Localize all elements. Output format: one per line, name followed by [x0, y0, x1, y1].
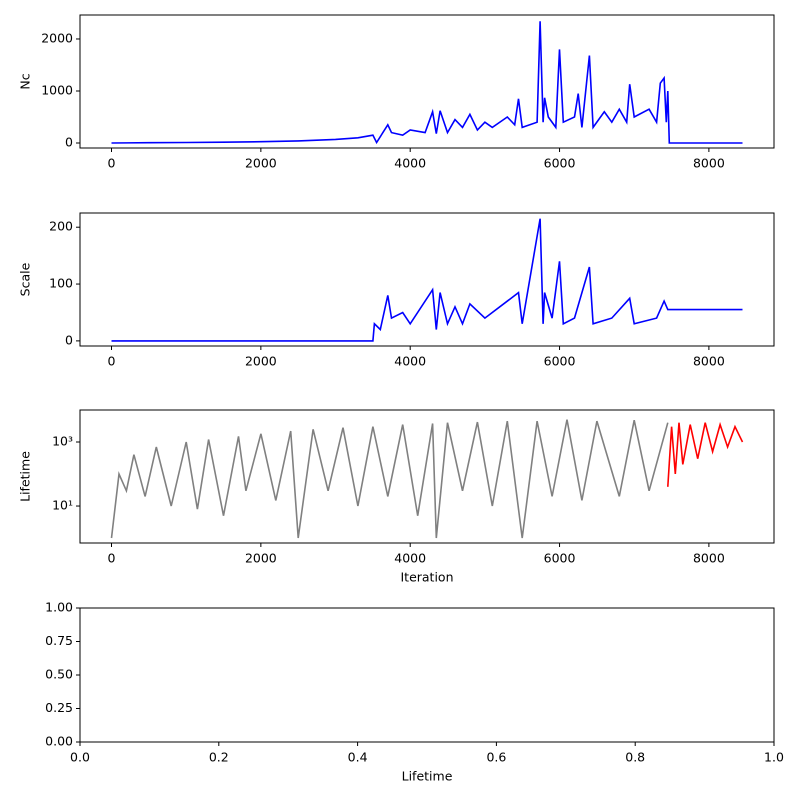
y-tick-label: 0.25	[45, 700, 73, 715]
x-tick-label: 4000	[394, 551, 426, 566]
panel: 0 2000 4000 6000 8000 0 100 200 Scale	[18, 212, 775, 369]
y-tick-label: 200	[49, 219, 73, 234]
x-tick-label: 4000	[394, 354, 426, 369]
x-tick-label: 0	[108, 551, 116, 566]
x-tick-label: 0.8	[625, 750, 645, 765]
y-axis-label: Nc	[18, 73, 33, 89]
y-axis-label: Scale	[18, 262, 33, 296]
x-tick-label: 0.6	[486, 750, 506, 765]
x-tick-label: 6000	[544, 354, 576, 369]
y-tick-label: 10¹	[52, 498, 73, 513]
y-tick-label: 100	[49, 276, 73, 291]
y-tick-label: 1.00	[45, 600, 73, 615]
x-tick-label: 8000	[693, 156, 725, 171]
x-tick-label: 0.0	[70, 750, 90, 765]
y-tick-label: 0.75	[45, 633, 73, 648]
x-tick-label: 0	[108, 354, 116, 369]
x-tick-label: 4000	[394, 156, 426, 171]
y-tick-label: 0	[65, 332, 73, 347]
x-tick-label: 2000	[245, 156, 277, 171]
x-tick-label: 0	[108, 156, 116, 171]
axes-frame	[79, 212, 775, 347]
y-tick-label: 10³	[52, 434, 73, 449]
x-tick-label: 8000	[693, 551, 725, 566]
x-axis-label: Iteration	[400, 570, 453, 585]
data-line	[111, 21, 743, 145]
axes-frame	[79, 14, 775, 149]
x-tick-label: 1.0	[764, 750, 784, 765]
x-tick-label: 6000	[544, 156, 576, 171]
data-line	[110, 419, 669, 539]
x-tick-label: 8000	[693, 354, 725, 369]
data-line	[667, 421, 744, 487]
x-tick-label: 0.2	[209, 750, 229, 765]
x-tick-label: 2000	[245, 354, 277, 369]
y-tick-label: 0.50	[45, 667, 73, 682]
x-tick-label: 6000	[544, 551, 576, 566]
y-tick-label: 0	[65, 135, 73, 150]
y-axis-label: Lifetime	[18, 451, 33, 502]
y-tick-label: 2000	[41, 30, 73, 45]
axes-frame	[79, 607, 775, 743]
y-tick-label: 1000	[41, 82, 73, 97]
panel: 0.0 0.2 0.4 0.6 0.8 1.0 0.00 0.25 0.50 0.75 1.00 Li…	[45, 600, 784, 784]
y-tick-label: 0.00	[45, 734, 73, 749]
data-line	[111, 218, 743, 342]
axes-frame	[79, 409, 775, 544]
x-axis-label: Lifetime	[402, 769, 453, 784]
panel: 0 2000 4000 6000 8000 0 1000 2000 Nc	[18, 14, 775, 171]
panel: 0 2000 4000 6000 8000 10¹ 10³ Lifetime Iteration	[18, 409, 775, 585]
x-tick-label: 2000	[245, 551, 277, 566]
x-tick-label: 0.4	[348, 750, 368, 765]
